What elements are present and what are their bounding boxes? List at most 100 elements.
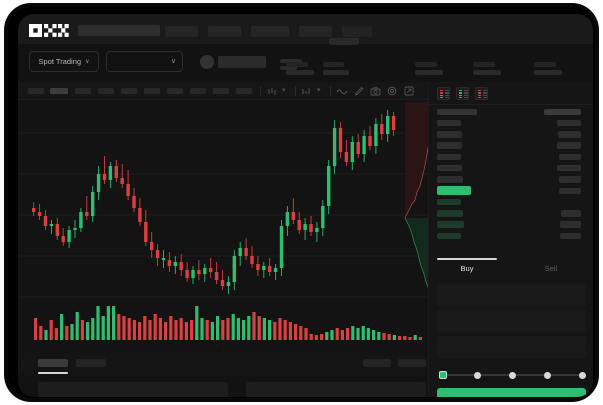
indicator-icon[interactable] [301,86,311,96]
stat-block-4 [534,62,562,75]
nav-item-1[interactable] [165,26,198,37]
ticker-mini-2 [280,66,297,70]
slider-knob[interactable] [439,371,447,379]
settings-icon[interactable] [387,86,397,96]
nav-item-2[interactable] [208,26,241,37]
camera-icon[interactable] [370,86,381,96]
volume-bar [304,328,308,340]
slider-step-3[interactable] [544,371,551,379]
timeframe-7[interactable] [190,88,206,94]
timeframe-1[interactable] [50,88,68,94]
volume-bar [65,326,69,340]
bid-price [437,221,464,228]
nav-item-5[interactable] [342,26,372,37]
timeframe-3[interactable] [98,88,114,94]
header-search-bar[interactable] [78,25,160,36]
volume-bar [309,334,313,340]
candle-body [285,212,290,226]
orderbook-ask-row[interactable] [429,162,593,173]
candlestick-chart[interactable] [18,100,428,306]
candle-body [120,178,124,184]
candles-icon[interactable] [267,86,277,96]
lower-tab-1[interactable] [76,359,106,367]
timeframe-4[interactable] [121,88,137,94]
orderbook-bids-icon[interactable] [456,87,469,100]
timeframe-2[interactable] [75,88,91,94]
candle-body [386,116,390,134]
tab-sell[interactable]: Sell [544,264,558,273]
ticker-mini-1 [280,59,302,63]
chevron-down-icon[interactable]: ▾ [317,87,321,94]
candle-body [67,230,71,242]
volume-bar [236,318,240,340]
slider-step-2[interactable] [509,371,516,379]
orderbook-ask-row[interactable] [429,129,593,140]
ask-amount [559,153,581,161]
stat-value [534,70,562,75]
timeframe-6[interactable] [167,88,183,94]
volume-bar [106,300,110,340]
stat-value [286,70,314,75]
candle-body [55,224,59,236]
pencil-icon[interactable] [354,86,364,96]
volume-bar [205,320,209,340]
orderbook-bid-row[interactable] [429,219,593,230]
ask-amount [557,164,581,172]
orderbook-ask-row[interactable] [429,174,593,185]
order-amount-field[interactable] [437,310,586,332]
volume-bar [195,298,199,340]
lower-tab-right-1[interactable] [398,359,426,367]
volume-bar [216,316,220,340]
chevron-down-icon[interactable]: ▾ [282,87,286,94]
volume-bar [210,322,214,340]
orderbook-header-row [429,106,593,117]
candle-body [191,270,195,278]
coin-avatar-icon [200,55,214,69]
ask-amount [557,119,581,127]
lower-tab-0[interactable] [38,359,68,367]
nav-item-4[interactable] [299,26,332,37]
submit-buy-button[interactable] [437,388,586,397]
order-price-field[interactable] [437,284,586,306]
orderbook-bid-row[interactable] [429,196,593,207]
candle-body [374,124,378,146]
toolbar-divider-1 [260,86,261,96]
nav-item-3[interactable] [251,26,289,37]
orderbook-ask-row[interactable] [429,140,593,151]
market-type-select[interactable]: Spot Trading ∨ [29,51,99,72]
order-total-field[interactable] [437,336,586,358]
orderbook-last-price-row[interactable] [429,185,593,196]
volume-bar [179,318,183,340]
slider-step-4[interactable] [579,371,586,379]
timeframe-0[interactable] [28,88,44,94]
timeframe-5[interactable] [144,88,160,94]
pair-select[interactable]: ∨ [106,51,183,72]
volume-bar [283,320,287,340]
orderbook-bid-row[interactable] [429,230,593,241]
fullscreen-icon[interactable] [404,86,414,96]
candle-body [37,212,42,216]
okx-logo-icon[interactable] [29,24,69,37]
wave-indicator-icon[interactable] [336,86,348,96]
orderbook-asks-icon[interactable] [475,87,488,100]
candle-body [85,212,89,216]
candle-body [220,280,225,286]
orderbook-both-icon[interactable] [437,87,450,100]
orderbook-ask-row[interactable] [429,117,593,128]
lower-tab-right-0[interactable] [363,359,391,367]
volume-bar [49,320,53,340]
timeframe-8[interactable] [213,88,229,94]
tab-buy[interactable]: Buy [460,264,474,273]
candle-body [327,166,331,206]
amount-percent-slider[interactable] [439,370,587,380]
slider-step-1[interactable] [474,371,481,379]
volume-bar [221,320,225,340]
volume-bar [252,312,256,340]
candle-body [309,224,313,232]
orderbook-ask-row[interactable] [429,151,593,162]
timeframe-9[interactable] [236,88,252,94]
candle-body [368,136,372,146]
volume-bar [340,330,344,340]
orderbook-bid-row[interactable] [429,208,593,219]
